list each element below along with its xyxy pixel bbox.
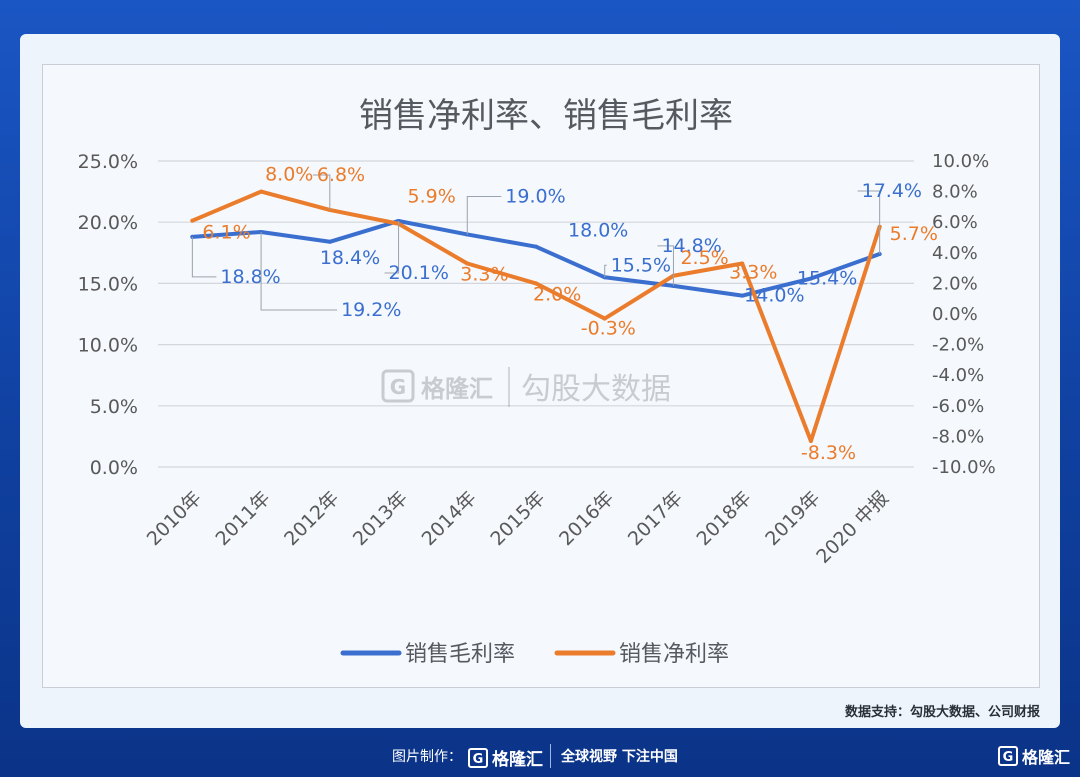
chart-frame: 销售净利率、销售毛利率 0.0% 5.0% 10.0% 15.0% 20.0% 25.0% -… (42, 64, 1040, 688)
left-axis-tick-label: 10.0% (78, 335, 138, 357)
footer-made-by: 图片制作： (392, 749, 462, 765)
series-2-point (190, 218, 195, 223)
left-axis-tick-label: 25.0% (78, 151, 138, 173)
series-2-data-label: 2.5% (680, 247, 728, 269)
series-2-point (534, 281, 538, 286)
right-axis-tick-label: 4.0% (932, 243, 978, 264)
corner-brand-name: 格隆汇 (1021, 748, 1070, 767)
watermark-tagline: 勾股大数据 (521, 372, 671, 407)
right-axis-tick-label: 6.0% (932, 212, 978, 233)
source-note: 数据支持：勾股大数据、公司财报 (844, 705, 1040, 720)
right-axis-tick-label: 10.0% (932, 151, 989, 172)
data-label-leader (466, 195, 502, 235)
brand-g-icon: G (468, 747, 488, 768)
footer-bar: 图片制作： G 格隆汇 全球视野 下注中国 G 格隆汇 (0, 736, 1080, 777)
x-axis-tick-label: 2017年 (624, 487, 687, 550)
legend-label-1: 销售毛利率 (405, 642, 515, 667)
x-axis-tick-label: 2018年 (693, 487, 756, 550)
series-1-data-label: 20.1% (389, 262, 449, 284)
right-axis-tick-label: -10.0% (932, 457, 996, 478)
right-axis-tick-label: -8.0% (932, 426, 984, 447)
series-1-data-label: 14.0% (744, 285, 804, 307)
x-axis-tick-label: 2011年 (211, 487, 274, 550)
series-2-point (808, 438, 813, 443)
footer-slogan: 全球视野 下注中国 (561, 749, 678, 765)
series-2-data-label: 3.3% (729, 262, 777, 284)
right-axis-tick-label: 2.0% (932, 273, 978, 294)
x-axis-tick-label: 2013年 (349, 487, 412, 550)
series-2-data-label: 2.0% (533, 283, 581, 305)
chart-title: 销售净利率、销售毛利率 (359, 96, 733, 136)
footer-brand-name: 格隆汇 (492, 750, 543, 770)
legend-label-2: 销售净利率 (619, 642, 729, 667)
data-label-leader (384, 220, 400, 274)
left-axis-tick-label: 5.0% (90, 396, 138, 418)
x-axis-tick-label: 2019年 (761, 487, 824, 550)
watermark-mark: G (390, 375, 406, 399)
series-1-data-label: 14.8% (661, 235, 721, 257)
series-1-point (808, 276, 813, 281)
right-axis-tick-label: 0.0% (932, 304, 978, 325)
data-label-leader (260, 231, 338, 311)
series-1-point (534, 244, 538, 249)
corner-g-icon: G (997, 746, 1018, 766)
x-axis-tick-label: 2016年 (555, 487, 618, 550)
series-1-data-label: 18.8% (220, 266, 280, 288)
series-2-data-label: 5.7% (890, 223, 938, 245)
right-axis-tick-label: 8.0% (932, 182, 978, 203)
chart-card: 销售净利率、销售毛利率 0.0% 5.0% 10.0% 15.0% 20.0% 25.0% -… (20, 34, 1060, 728)
series-1-data-label: 18.0% (568, 220, 628, 242)
data-label-leader (857, 190, 881, 255)
x-axis-tick-label: 2012年 (280, 487, 343, 550)
x-axis-tick-label: 2020 中报 (812, 487, 893, 568)
watermark: G 格隆汇 勾股大数据 (381, 367, 671, 407)
corner-brand-logo: G 格隆汇 (997, 744, 1070, 768)
series-2-point (602, 316, 607, 321)
series-2-point (740, 261, 745, 266)
series-2-point (465, 261, 470, 266)
series-1-data-label: 17.4% (862, 180, 922, 202)
series-2-data-label: 3.3% (460, 264, 508, 286)
data-label-leader (657, 245, 674, 286)
series-1-data-label: 15.5% (611, 254, 671, 276)
series-1-data-label: 15.4% (797, 268, 857, 290)
right-axis-tick-label: -2.0% (932, 335, 984, 356)
watermark-brand: 格隆汇 (421, 375, 493, 403)
series-1-point (671, 283, 676, 288)
data-label-leader (312, 174, 331, 210)
series-2-data-label: 8.0% (265, 164, 313, 186)
right-axis-tick-label: -4.0% (932, 365, 984, 386)
x-axis-tick-label: 2015年 (486, 487, 549, 550)
series-2-point (259, 189, 264, 194)
footer-brand-logo: G 格隆汇 (468, 745, 543, 770)
series-1-point (740, 293, 745, 298)
data-label-leader (604, 264, 607, 278)
series-2-data-label: 6.1% (202, 222, 250, 244)
series-1-data-label: 19.2% (341, 299, 401, 321)
footer-divider (550, 744, 551, 768)
left-axis-tick-label: 15.0% (78, 273, 138, 295)
x-axis-tick-label: 2014年 (418, 487, 481, 550)
chart-svg: 销售净利率、销售毛利率 0.0% 5.0% 10.0% 15.0% 20.0% 25.0% -… (78, 96, 996, 667)
series-2-data-label: -8.3% (801, 442, 856, 464)
series-1-data-label: 19.0% (505, 185, 565, 207)
data-label-leader (191, 236, 217, 278)
left-axis-tick-label: 20.0% (78, 212, 138, 234)
series-2-data-label: 6.8% (317, 164, 365, 186)
x-axis-tick-label: 2010年 (143, 487, 206, 550)
right-axis-tick-label: -6.0% (932, 396, 984, 417)
series-1-point (327, 239, 332, 244)
series-2-data-label: 5.9% (408, 186, 456, 208)
watermark-g-icon (381, 369, 415, 403)
left-axis-tick-label: 0.0% (90, 457, 138, 479)
series-1-data-label: 18.4% (320, 247, 380, 269)
series-2-data-label: -0.3% (581, 318, 636, 340)
